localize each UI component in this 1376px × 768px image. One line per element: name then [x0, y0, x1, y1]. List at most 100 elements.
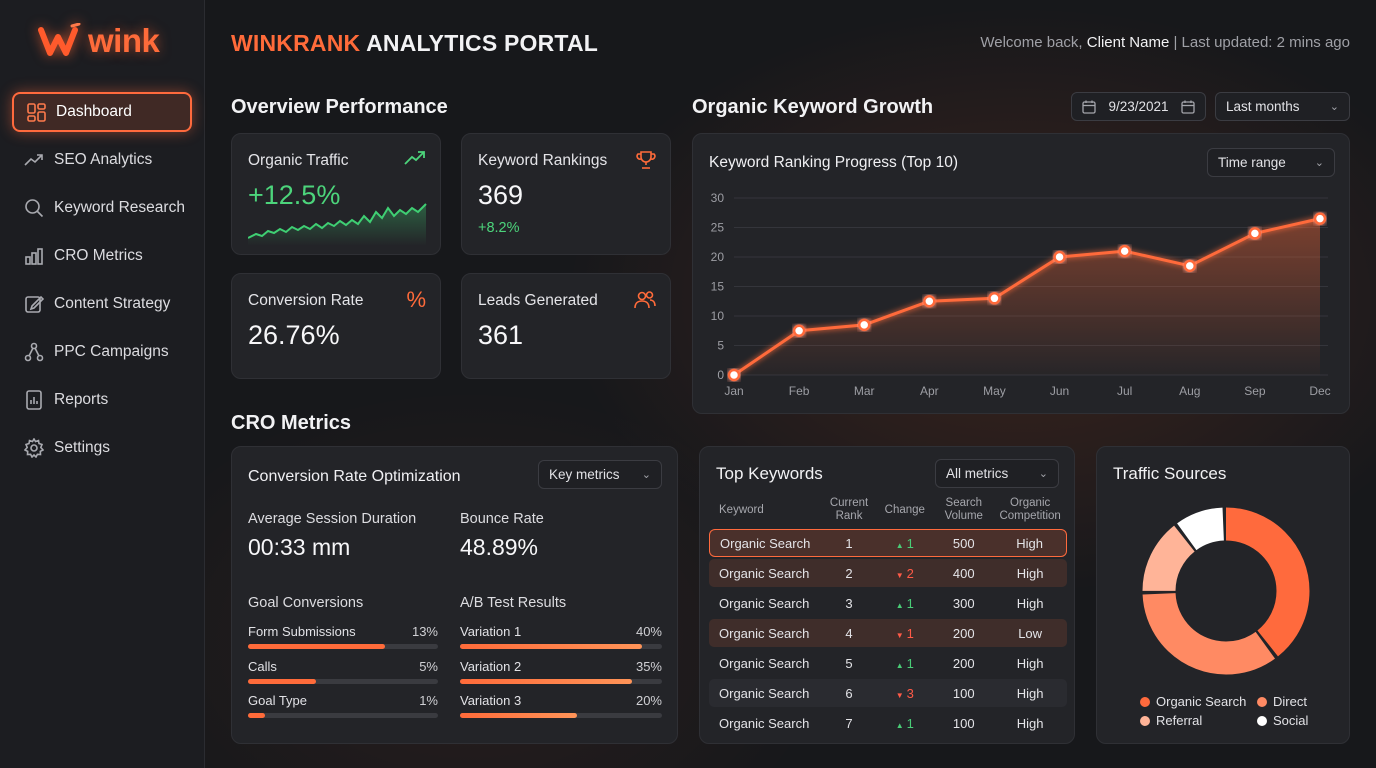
column-header[interactable]: Current Rank [829, 497, 869, 522]
column-header[interactable]: Search Volume [944, 497, 983, 522]
leads-generated-card[interactable]: Leads Generated 361 [461, 273, 671, 379]
sidebar-item-settings[interactable]: Settings [12, 428, 192, 468]
time-range-dropdown[interactable]: Time range ⌄ [1207, 148, 1335, 177]
data-point [1248, 227, 1262, 240]
table-row[interactable]: Organic Search 1 ▲ 1 500 High [709, 529, 1067, 557]
change-value: 1 [906, 535, 914, 551]
bounce-rate-value: 48.89% [460, 534, 539, 560]
table-row[interactable]: Organic Search 3 ▲ 1 300 High [709, 589, 1067, 617]
legend-dot [1257, 715, 1267, 726]
search-icon [24, 198, 44, 218]
all-metrics-dropdown[interactable]: All metrics ⌄ [935, 459, 1059, 488]
table-row[interactable]: Organic Search 2 ▼ 2 400 High [709, 559, 1067, 587]
data-point [1183, 259, 1197, 273]
donut-slice[interactable] [1142, 507, 1310, 675]
conversion-rate-label: Conversion Rate [248, 292, 364, 309]
key-metrics-dropdown[interactable]: Key metrics ⌄ [538, 460, 662, 489]
ab-label: Variation 1 [460, 624, 522, 639]
chevron-down-icon: ⌄ [641, 469, 651, 481]
change-value: 1 [906, 595, 914, 611]
growth-title: Organic Keyword Growth [692, 96, 934, 118]
all-metrics-value: All metrics [946, 466, 1009, 481]
data-point [1053, 250, 1066, 264]
organic-traffic-card[interactable]: Organic Traffic +12.5% [231, 133, 441, 255]
sidebar-item-seo-analytics[interactable]: SEO Analytics [12, 140, 192, 180]
volume-cell: 400 [934, 559, 994, 587]
legend-item: Organic Search [1140, 694, 1246, 709]
donut-slice[interactable] [1142, 507, 1310, 675]
sidebar-item-dashboard[interactable]: Dashboard [12, 92, 192, 132]
y-tick-label: 10 [711, 309, 725, 323]
sidebar-item-cro-metrics[interactable]: CRO Metrics [12, 236, 192, 276]
sidebar-item-content-strategy[interactable]: Content Strategy [12, 284, 192, 324]
keyword-growth-card: Keyword Ranking Progress (Top 10) Time r… [692, 133, 1350, 414]
keyword-cell: Organic Search [719, 715, 810, 731]
ab-track [460, 679, 662, 684]
app-title: WINKRANK ANALYTICS PORTAL [231, 30, 598, 57]
date-picker[interactable]: 9/23/2021 [1071, 92, 1206, 121]
keyword-cell: Organic Search [709, 559, 823, 587]
change-value: 1 [906, 625, 914, 641]
column-header[interactable]: Change [884, 503, 925, 516]
table-row[interactable]: Organic Search 7 ▲ 1 100 High [709, 709, 1067, 737]
data-point [1313, 212, 1327, 225]
goal-label: Goal Type [248, 693, 308, 708]
sidebar-item-reports[interactable]: Reports [12, 380, 192, 420]
keywords-table-body: Organic Search 1 ▲ 1 500 High Organic Search 2 ▼… [709, 529, 1067, 737]
sidebar-item-ppc-campaigns[interactable]: PPC Campaigns [12, 332, 192, 372]
keyword-cell: Organic Search [719, 655, 810, 671]
table-row[interactable]: Organic Search 5 ▲ 1 200 High [709, 649, 1067, 677]
change-value: 1 [906, 715, 914, 731]
column-header[interactable]: Organic Competition [999, 497, 1061, 522]
column-header[interactable]: Keyword [719, 503, 764, 516]
volume-cell: 100 [952, 715, 975, 731]
data-point [727, 368, 741, 382]
conversion-rate-card[interactable]: Conversion Rate % 26.76% [231, 273, 441, 379]
logo-text: wink [88, 22, 160, 59]
wink-logo-icon [38, 23, 81, 56]
last-updated: | Last updated: 2 mins ago [1169, 34, 1350, 51]
organic-traffic-value: +12.5% [248, 180, 341, 210]
header-status: Welcome back, Client Name | Last updated… [980, 34, 1350, 51]
data-point [923, 295, 936, 308]
x-tick-label: Mar [854, 384, 875, 398]
change-cell: ▼ 1 [875, 619, 935, 647]
sidebar-item-label: Keyword Research [54, 199, 185, 216]
keyword-rankings-card[interactable]: Keyword Rankings 369 +8.2% [461, 133, 671, 255]
change-cell: ▲ 1 [875, 529, 935, 557]
ab-track [460, 713, 662, 718]
goal-track [248, 679, 438, 684]
arrow-up-icon: ▲ [895, 540, 904, 550]
competition-cell: Low [993, 619, 1067, 647]
traffic-donut-chart [1142, 507, 1310, 675]
data-point [988, 292, 1001, 305]
change-value: 2 [906, 565, 914, 581]
goal-track [248, 713, 438, 718]
goal-fill [248, 679, 317, 684]
change-value: 1 [906, 655, 914, 671]
keyword-cell: Organic Search [719, 595, 810, 611]
table-row[interactable]: Organic Search 4 ▼ 1 200 Low [709, 619, 1067, 647]
chevron-down-icon: ⌄ [1329, 101, 1339, 113]
client-name[interactable]: Client Name [1086, 34, 1170, 51]
arrow-up-icon: ▲ [895, 720, 904, 730]
volume-cell: 100 [934, 679, 994, 707]
x-tick-label: Jan [724, 384, 743, 398]
goal-fill [248, 713, 266, 718]
data-point [857, 318, 871, 332]
x-tick-label: Sep [1244, 384, 1266, 398]
sidebar-item-label: PPC Campaigns [54, 343, 169, 360]
y-tick-label: 25 [711, 221, 725, 235]
sidebar-item-keyword-research[interactable]: Keyword Research [12, 188, 192, 228]
table-row[interactable]: Organic Search 6 ▼ 3 100 High [709, 679, 1067, 707]
bar-chart-icon [24, 246, 44, 266]
sidebar-item-label: Reports [54, 391, 109, 408]
overview-title: Overview Performance [231, 96, 448, 118]
cro-card-title: Conversion Rate Optimization [248, 468, 461, 485]
gear-icon [24, 438, 44, 458]
logo[interactable]: wink [38, 22, 160, 60]
period-dropdown[interactable]: Last months ⌄ [1215, 92, 1350, 121]
sidebar-item-label: Content Strategy [54, 295, 171, 312]
legend-dot [1140, 715, 1150, 726]
sidebar-item-label: Settings [54, 439, 111, 456]
